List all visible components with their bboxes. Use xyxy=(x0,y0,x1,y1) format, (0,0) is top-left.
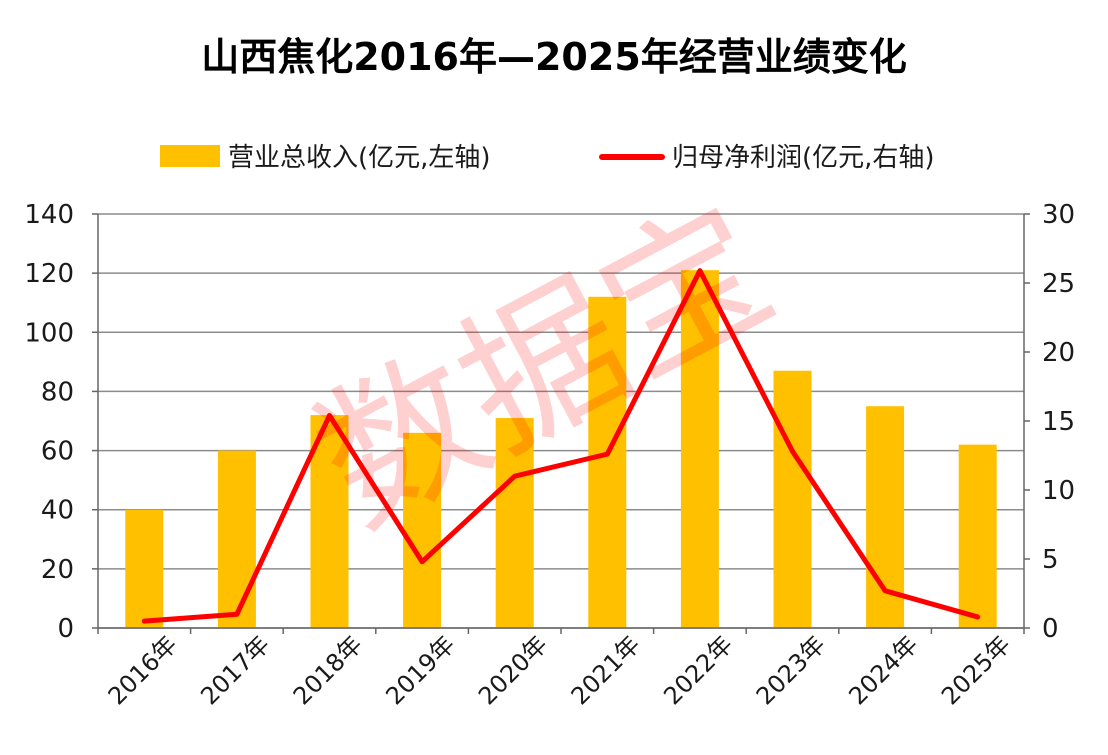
left-axis-label-140: 140 xyxy=(24,200,74,230)
line-layer xyxy=(141,268,981,624)
x-axis-label-2018年: 2018年 xyxy=(288,630,368,710)
right-axis-label-30: 30 xyxy=(1042,200,1075,230)
left-axis-label-40: 40 xyxy=(41,496,74,526)
right-axis-ticks: 0 5 10 15 20 25 30 xyxy=(1042,200,1075,644)
left-axis-ticks: 0 20 40 60 80 100 120 140 xyxy=(24,200,74,644)
right-axis-label-0: 0 xyxy=(1042,614,1059,644)
left-axis-label-100: 100 xyxy=(24,318,74,348)
right-axis-label-15: 15 xyxy=(1042,407,1075,437)
revenue-bar-2022年 xyxy=(680,270,719,628)
left-axis-label-20: 20 xyxy=(41,555,74,585)
x-axis-label-2020年: 2020年 xyxy=(473,630,553,710)
chart-title: 山西焦化2016年—2025年经营业绩变化 xyxy=(201,35,907,79)
left-axis-label-0: 0 xyxy=(57,614,74,644)
revenue-bar-2019年 xyxy=(403,432,442,628)
legend-label-revenue: 营业总收入(亿元,左轴) xyxy=(228,143,491,173)
x-axis-ticks: 2016年 2017年 2018年 2019年 2020年 2021年 2022年 2023年… xyxy=(103,630,1016,710)
legend-label-net-profit: 归母净利润(亿元,右轴) xyxy=(672,143,935,173)
right-axis-label-20: 20 xyxy=(1042,338,1075,368)
left-axis-label-80: 80 xyxy=(41,377,74,407)
revenue-bar-2021年 xyxy=(588,296,627,628)
x-axis-label-2024年: 2024年 xyxy=(843,630,923,710)
net-profit-line xyxy=(141,268,981,624)
right-axis-label-25: 25 xyxy=(1042,269,1075,299)
x-axis-label-2017年: 2017年 xyxy=(195,630,275,710)
legend-swatch-revenue xyxy=(160,145,220,167)
x-axis-label-2019年: 2019年 xyxy=(380,630,460,710)
revenue-bar-2017年 xyxy=(217,450,256,628)
watermark-text: 数据宝 xyxy=(288,171,800,561)
x-axis-label-2023年: 2023年 xyxy=(751,630,831,710)
bars xyxy=(125,270,997,628)
x-axis-label-2022年: 2022年 xyxy=(658,630,738,710)
revenue-bar-2023年 xyxy=(773,370,812,628)
left-axis-label-120: 120 xyxy=(24,259,74,289)
x-axis-label-2021年: 2021年 xyxy=(566,630,646,710)
revenue-bar-2018年 xyxy=(310,415,349,628)
x-axis-label-2016年: 2016年 xyxy=(103,630,183,710)
x-axis-label-2025年: 2025年 xyxy=(936,630,1016,710)
axes xyxy=(92,213,1030,634)
revenue-bar-2020年 xyxy=(495,418,534,628)
legend: 营业总收入(亿元,左轴) 归母净利润(亿元,右轴) xyxy=(160,143,935,173)
revenue-bar-2016年 xyxy=(125,509,164,628)
revenue-bar-2025年 xyxy=(958,444,997,628)
right-axis-label-10: 10 xyxy=(1042,476,1075,506)
left-axis-label-60: 60 xyxy=(41,437,74,467)
right-axis-label-5: 5 xyxy=(1042,545,1059,575)
